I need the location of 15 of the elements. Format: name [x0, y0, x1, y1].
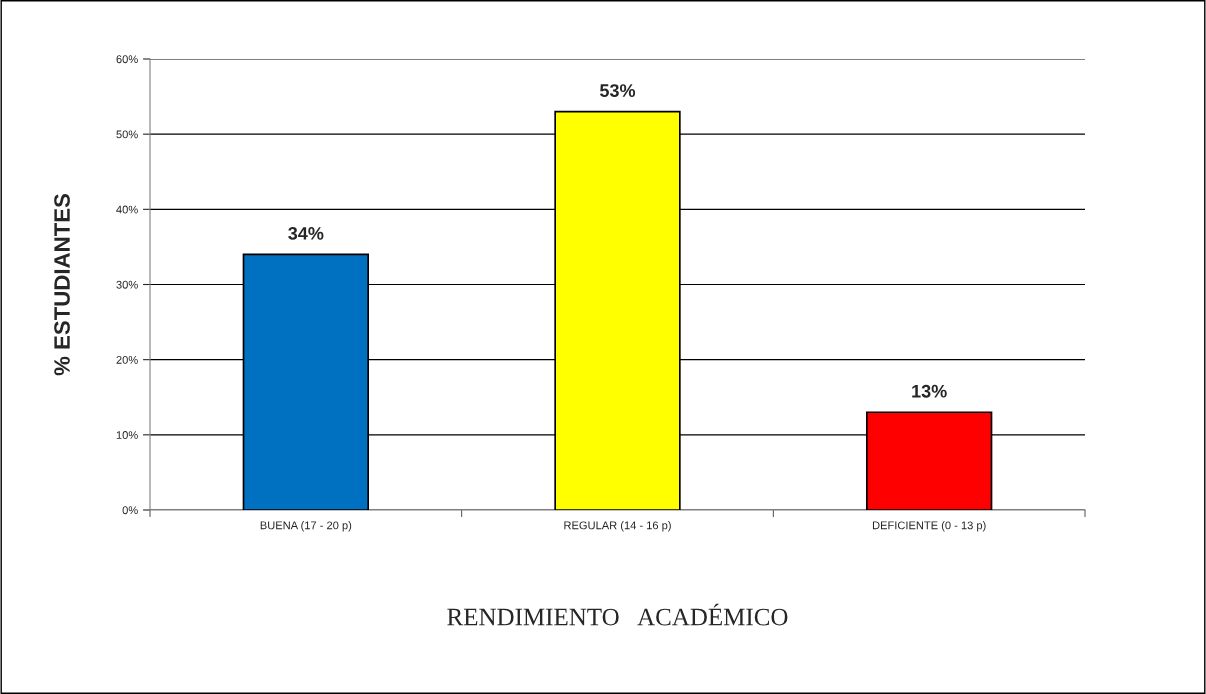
data-label: 53%: [599, 84, 636, 97]
x-tick-label: REGULAR (14 - 16 p): [564, 521, 671, 532]
y-tick-label: 0%: [122, 506, 138, 515]
data-label: 34%: [288, 226, 324, 240]
y-tick-label: 40%: [116, 205, 138, 214]
y-tick-label: 60%: [116, 55, 138, 64]
x-tick-label: DEFICIENTE (0 - 13 p): [872, 521, 986, 532]
y-tick-label: 10%: [116, 431, 138, 439]
x-axis-title: RENDIMIENTO ACADÉMICO: [447, 603, 788, 626]
y-tick-label: 30%: [116, 280, 138, 289]
y-axis-title: % ESTUDIANTES: [54, 194, 70, 376]
y-tick-label: 50%: [116, 130, 138, 139]
data-label: 13%: [912, 384, 947, 398]
x-tick-label: BUENA (17 - 20 p): [260, 521, 352, 532]
y-tick-label: 20%: [116, 355, 138, 364]
